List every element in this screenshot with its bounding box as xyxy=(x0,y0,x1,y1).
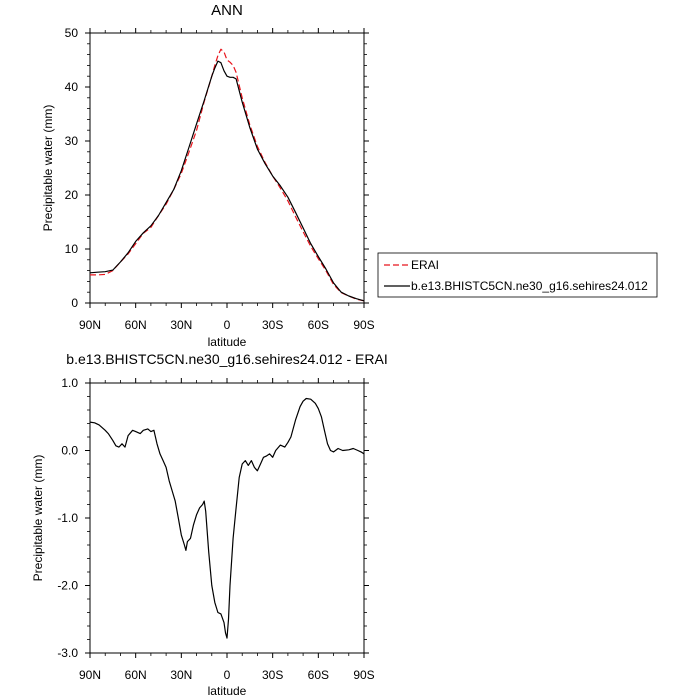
top-series-group xyxy=(89,48,365,302)
top-y-tick-label: 0 xyxy=(71,296,78,310)
bottom-x-tick-label: 90S xyxy=(353,668,374,682)
top-chart: ANN 0 10 20 30 40 50 90N 60N 30N 0 30S 60S 90S lati… xyxy=(41,2,375,349)
bottom-y-tick-label: 0.0 xyxy=(61,444,78,458)
bottom-x-tick-label: 0 xyxy=(224,668,231,682)
bottom-y-tick-label: -1.0 xyxy=(57,511,78,525)
top-chart-title: ANN xyxy=(211,2,243,19)
bottom-chart-title: b.e13.BHISTC5CN.ne30_g16.sehires24.012 -… xyxy=(66,351,387,367)
top-x-axis-label: latitude xyxy=(208,335,247,349)
top-x-tick-label: 30N xyxy=(170,318,192,332)
bottom-x-tick-label: 60S xyxy=(308,668,329,682)
top-y-tick-label: 50 xyxy=(65,26,79,40)
top-plot-area xyxy=(89,32,365,304)
bottom-y-axis: -3.0 -2.0 -1.0 0.0 1.0 xyxy=(57,376,369,660)
top-x-tick-label: 60N xyxy=(125,318,147,332)
top-series-line-0 xyxy=(90,48,365,302)
top-y-tick-label: 10 xyxy=(65,242,79,256)
top-x-tick-label: 60S xyxy=(308,318,329,332)
top-x-tick-label: 90S xyxy=(353,318,374,332)
bottom-y-tick-label: -3.0 xyxy=(57,646,78,660)
top-series-line-1 xyxy=(89,60,365,302)
bottom-y-tick-label: -2.0 xyxy=(57,579,78,593)
top-x-tick-label: 90N xyxy=(79,318,101,332)
bottom-x-tick-label: 90N xyxy=(79,668,101,682)
top-y-axis: 0 10 20 30 40 50 xyxy=(65,26,369,310)
top-y-tick-label: 40 xyxy=(65,80,79,94)
bottom-x-tick-label: 30N xyxy=(170,668,192,682)
bottom-x-axis-label: latitude xyxy=(208,684,247,698)
bottom-chart: b.e13.BHISTC5CN.ne30_g16.sehires24.012 -… xyxy=(31,351,388,698)
top-x-tick-label: 30S xyxy=(262,318,283,332)
top-y-tick-label: 30 xyxy=(65,134,79,148)
legend-box xyxy=(377,252,658,298)
top-x-tick-label: 0 xyxy=(224,318,231,332)
bottom-x-tick-label: 60N xyxy=(125,668,147,682)
legend-label-model: b.e13.BHISTC5CN.ne30_g16.sehires24.012 xyxy=(411,279,648,293)
bottom-x-axis: 90N 60N 30N 0 30S 60S 90S xyxy=(79,378,375,682)
bottom-series-group xyxy=(89,397,365,639)
bottom-y-tick-label: 1.0 xyxy=(61,376,78,390)
bottom-y-axis-label: Precipitable water (mm) xyxy=(31,455,45,582)
bottom-series-line-0 xyxy=(89,397,365,639)
legend: ERAI b.e13.BHISTC5CN.ne30_g16.sehires24.… xyxy=(377,252,658,298)
bottom-x-tick-label: 30S xyxy=(262,668,283,682)
top-x-axis: 90N 60N 30N 0 30S 60S 90S xyxy=(79,28,375,332)
legend-label-erai: ERAI xyxy=(411,258,439,272)
top-y-axis-label: Precipitable water (mm) xyxy=(41,105,55,232)
top-y-tick-label: 20 xyxy=(65,188,79,202)
